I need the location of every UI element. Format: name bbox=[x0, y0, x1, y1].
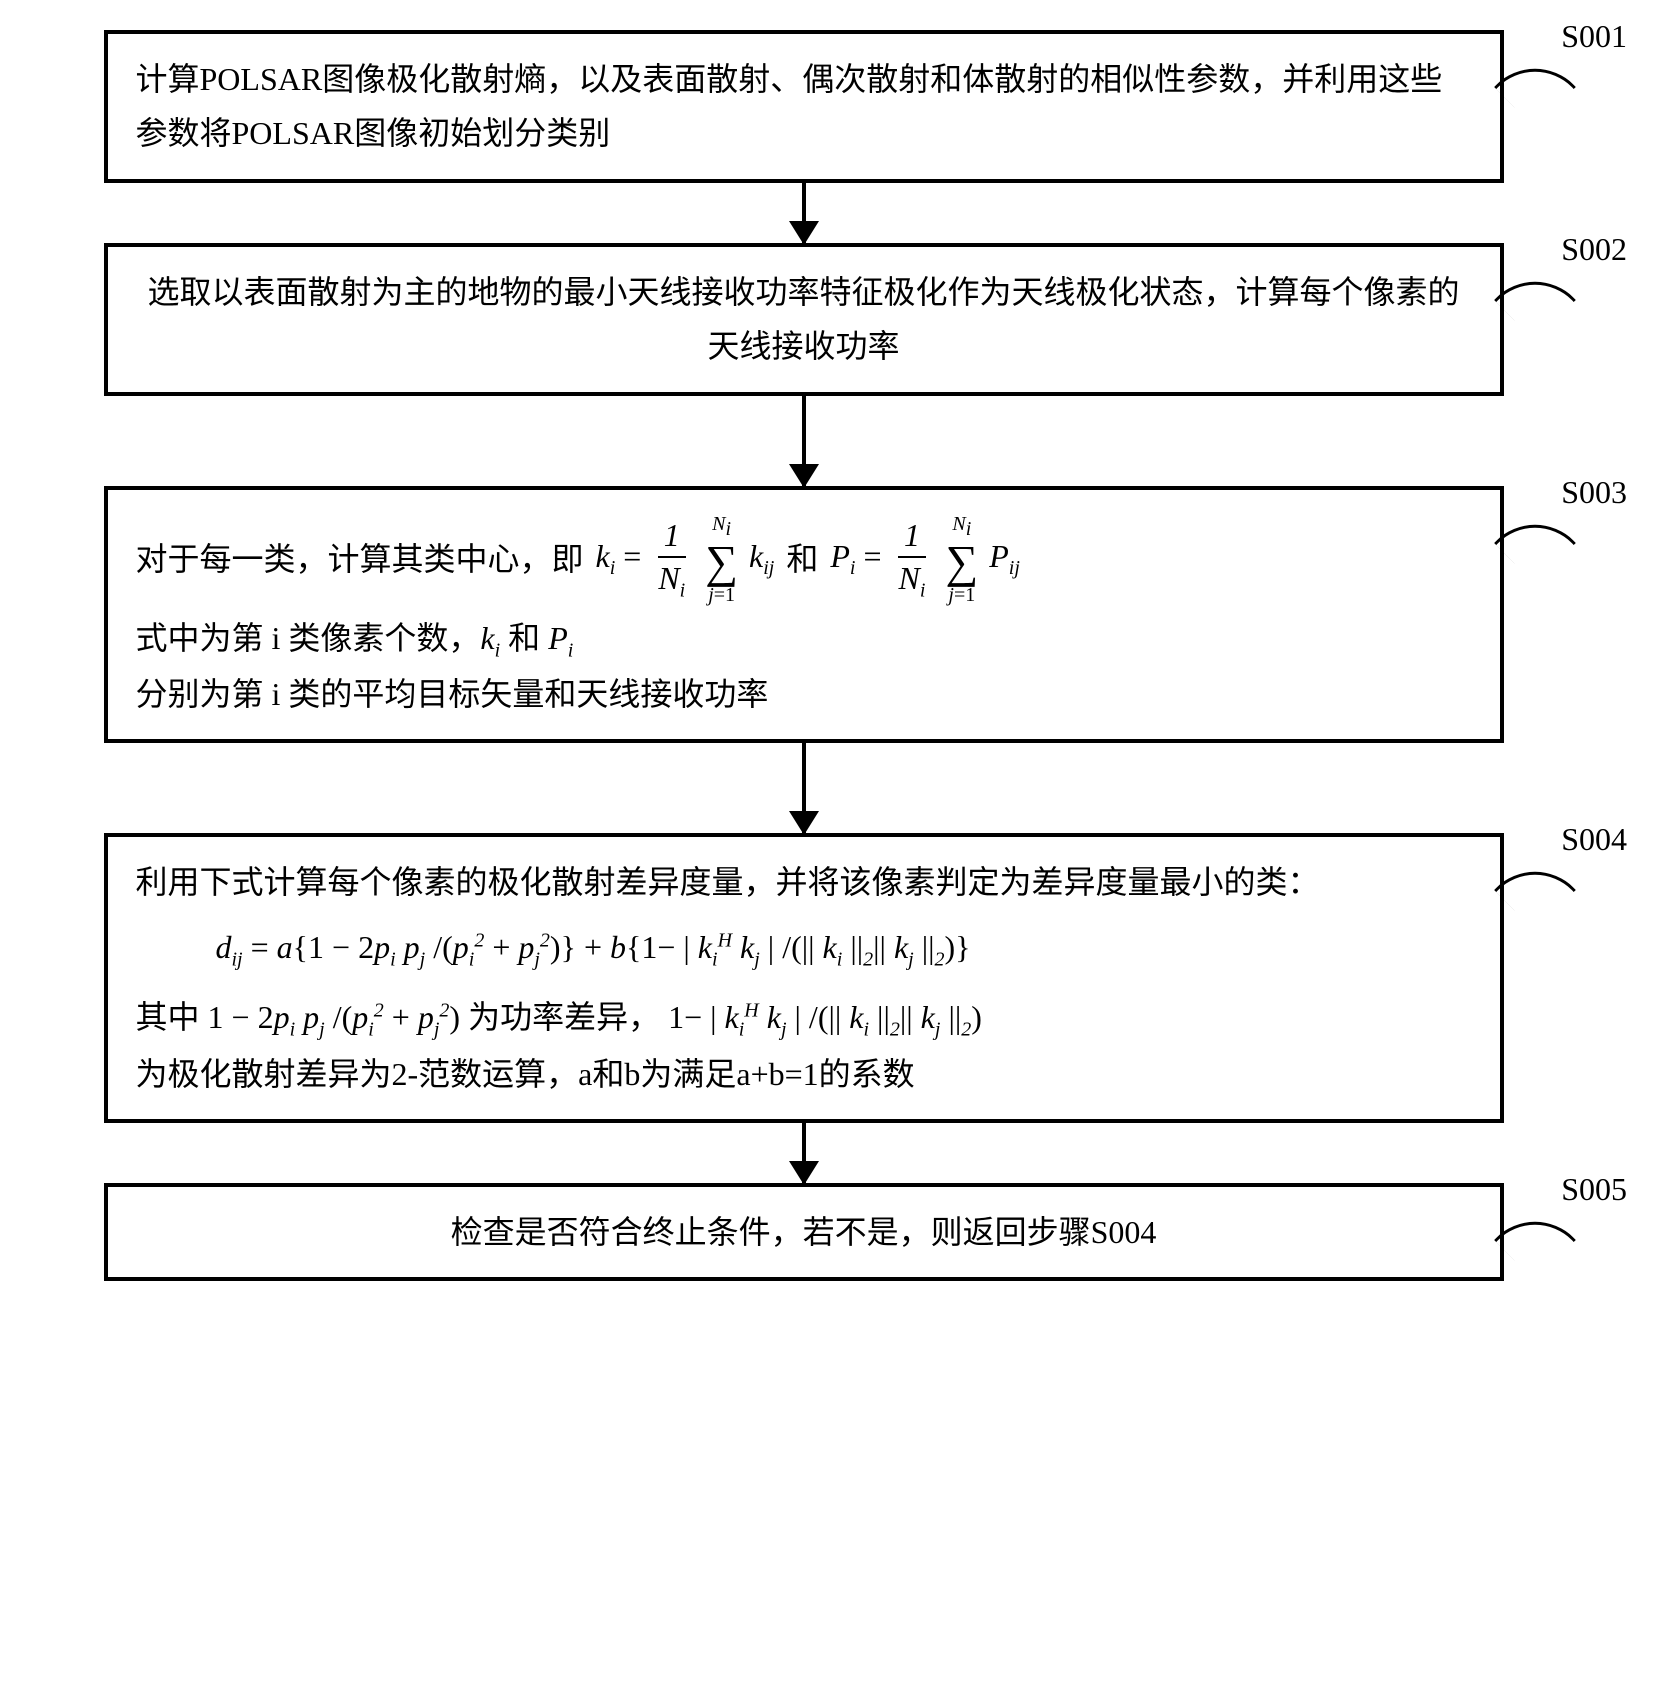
flowchart-root: 计算POLSAR图像极化散射熵，以及表面散射、偶次散射和体散射的相似性参数，并利… bbox=[30, 30, 1577, 1281]
box-s001: 计算POLSAR图像极化散射熵，以及表面散射、偶次散射和体散射的相似性参数，并利… bbox=[104, 30, 1504, 183]
step-s004: 利用下式计算每个像素的极化散射差异度量，并将该像素判定为差异度量最小的类： di… bbox=[30, 833, 1577, 1123]
step-s002: 选取以表面散射为主的地物的最小天线接收功率特征极化作为天线极化状态，计算每个像素… bbox=[30, 243, 1577, 396]
label-s002: S002 bbox=[1561, 231, 1627, 268]
arrow-s003-s004 bbox=[802, 743, 806, 833]
step-s005: 检查是否符合终止条件，若不是，则返回步骤S004 S005 bbox=[30, 1183, 1577, 1281]
step-s001: 计算POLSAR图像极化散射熵，以及表面散射、偶次散射和体散射的相似性参数，并利… bbox=[30, 30, 1577, 183]
text-s005: 检查是否符合终止条件，若不是，则返回步骤S004 bbox=[451, 1214, 1157, 1250]
s003-row1: 对于每一类，计算其类中心，即 ki = 1Ni Ni∑j=1 kij 和 Pi … bbox=[136, 514, 1472, 605]
s003-formula-k: ki = 1Ni Ni∑j=1 kij bbox=[596, 514, 775, 605]
label-s004: S004 bbox=[1561, 821, 1627, 858]
s004-line3: 为极化散射差异为2-范数运算，a和b为满足a+b=1的系数 bbox=[136, 1047, 1472, 1101]
s004-where-line: 其中 1 − 2pi pj /(pi2 + pj2) 为功率差异， 1− | k… bbox=[136, 990, 1472, 1046]
s003-line2: 式中为第 i 类像素个数，ki 和 Pi bbox=[136, 611, 1472, 667]
label-s005: S005 bbox=[1561, 1171, 1627, 1208]
s003-and: 和 bbox=[786, 532, 818, 586]
box-s005: 检查是否符合终止条件，若不是，则返回步骤S004 bbox=[104, 1183, 1504, 1281]
s003-intro: 对于每一类，计算其类中心，即 bbox=[136, 532, 584, 586]
s004-formula-d: dij = a{1 − 2pi pj /(pi2 + pj2)} + b{1− … bbox=[136, 920, 1472, 976]
label-s003: S003 bbox=[1561, 474, 1627, 511]
arrow-s001-s002 bbox=[802, 183, 806, 243]
s004-intro: 利用下式计算每个像素的极化散射差异度量，并将该像素判定为差异度量最小的类： bbox=[136, 855, 1472, 909]
box-s003: 对于每一类，计算其类中心，即 ki = 1Ni Ni∑j=1 kij 和 Pi … bbox=[104, 486, 1504, 744]
text-s001: 计算POLSAR图像极化散射熵，以及表面散射、偶次散射和体散射的相似性参数，并利… bbox=[136, 61, 1443, 151]
box-s002: 选取以表面散射为主的地物的最小天线接收功率特征极化作为天线极化状态，计算每个像素… bbox=[104, 243, 1504, 396]
box-s004: 利用下式计算每个像素的极化散射差异度量，并将该像素判定为差异度量最小的类： di… bbox=[104, 833, 1504, 1123]
arrow-s002-s003 bbox=[802, 396, 806, 486]
arrow-s004-s005 bbox=[802, 1123, 806, 1183]
s003-formula-p: Pi = 1Ni Ni∑j=1 Pij bbox=[830, 514, 1020, 605]
s003-line3: 分别为第 i 类的平均目标矢量和天线接收功率 bbox=[136, 667, 1472, 721]
step-s003: 对于每一类，计算其类中心，即 ki = 1Ni Ni∑j=1 kij 和 Pi … bbox=[30, 486, 1577, 744]
text-s002: 选取以表面散射为主的地物的最小天线接收功率特征极化作为天线极化状态，计算每个像素… bbox=[147, 274, 1459, 364]
label-s001: S001 bbox=[1561, 18, 1627, 55]
